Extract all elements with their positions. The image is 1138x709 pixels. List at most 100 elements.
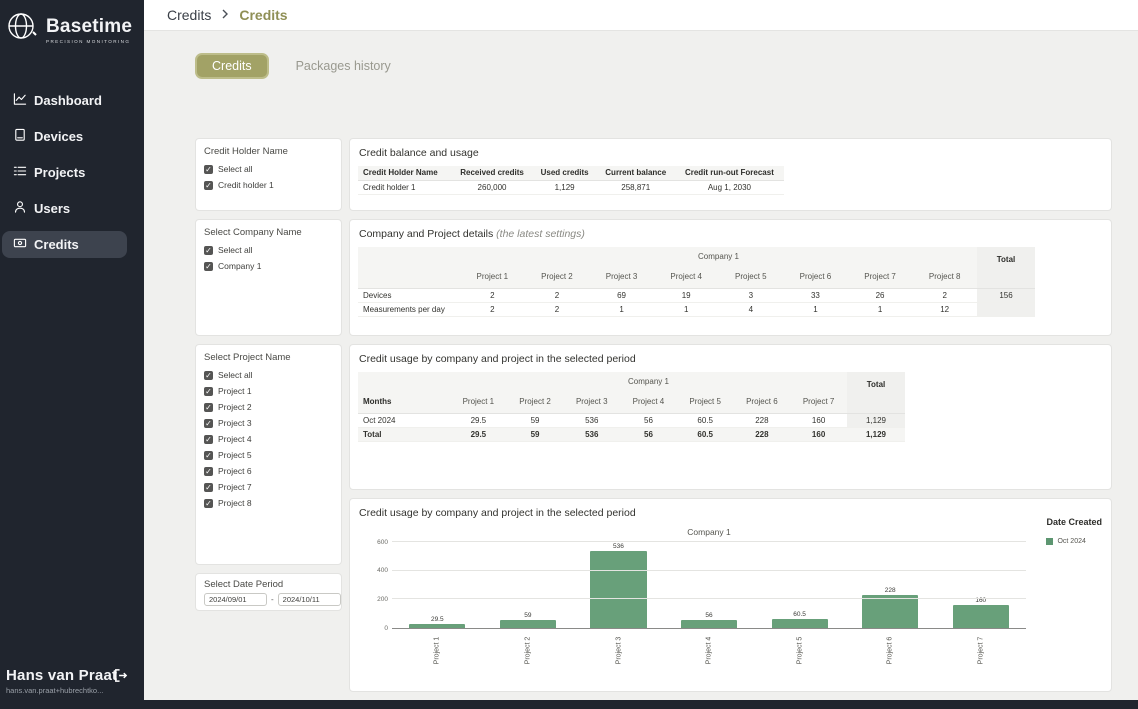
checkbox-checked-icon[interactable]: ✓ <box>204 181 213 190</box>
filter-option[interactable]: ✓Project 3 <box>204 418 333 428</box>
checkbox-label: Project 2 <box>218 402 252 412</box>
checkbox-checked-icon[interactable]: ✓ <box>204 467 213 476</box>
device-icon <box>13 128 27 145</box>
table-cell: 60.5 <box>677 427 734 441</box>
bar <box>772 619 828 628</box>
table-cell: 56 <box>620 427 677 441</box>
table-header: Credit Holder NameReceived creditsUsed c… <box>358 166 784 180</box>
panel-title: Credit balance and usage <box>359 147 1103 159</box>
sidebar-item-label: Devices <box>34 129 83 144</box>
column-header: Project 1 <box>460 266 525 288</box>
checkbox-checked-icon[interactable]: ✓ <box>204 403 213 412</box>
bar <box>590 551 646 628</box>
breadcrumb: Credits Credits <box>144 0 1138 31</box>
checkbox-checked-icon[interactable]: ✓ <box>204 246 213 255</box>
panel-credit-usage-table: Credit usage by company and project in t… <box>349 344 1112 490</box>
panel-title: Credit usage by company and project in t… <box>359 353 1103 365</box>
bar-group: 160 <box>935 597 1026 628</box>
row-label: Oct 2024 <box>358 413 450 427</box>
filter-option[interactable]: ✓ Company 1 <box>204 261 333 271</box>
table-cell: 1 <box>589 302 654 316</box>
credit-usage-table: Company 1TotalMonthsProject 1Project 2Pr… <box>358 372 905 442</box>
bar <box>681 620 737 628</box>
table-header: Company 1TotalProject 1Project 2Project … <box>358 247 1035 288</box>
filter-project: Select Project Name ✓Select all✓Project … <box>195 344 342 565</box>
sidebar-item-users[interactable]: Users <box>2 195 127 222</box>
checkbox-checked-icon[interactable]: ✓ <box>204 451 213 460</box>
filter-option[interactable]: ✓Select all <box>204 164 333 174</box>
x-axis-label: Project 3 <box>573 631 664 683</box>
column-header: Current balance <box>597 166 675 180</box>
total-cell: 156 <box>977 288 1035 302</box>
bar-group: 56 <box>664 612 755 628</box>
bar <box>409 624 465 628</box>
table-cell: 59 <box>507 413 564 427</box>
sidebar-item-credits[interactable]: Credits <box>2 231 127 258</box>
filter-option[interactable]: ✓ Project 1 <box>204 386 333 396</box>
tab-packages-history[interactable]: Packages history <box>296 59 391 73</box>
bar-value-label: 29.5 <box>431 616 444 623</box>
checkbox-label: Project 1 <box>218 386 252 396</box>
filter-option[interactable]: ✓ Credit holder 1 <box>204 180 333 190</box>
checkbox-label: Company 1 <box>218 261 261 271</box>
checkbox-checked-icon[interactable]: ✓ <box>204 499 213 508</box>
sidebar-item-dashboard[interactable]: Dashboard <box>2 87 127 114</box>
column-header: Project 7 <box>848 266 913 288</box>
column-header: Project 3 <box>589 266 654 288</box>
checkbox-checked-icon[interactable]: ✓ <box>204 387 213 396</box>
bar <box>500 620 556 628</box>
row-group-label: Months <box>358 391 450 413</box>
footer-strip <box>0 700 1138 709</box>
sidebar-item-devices[interactable]: Devices <box>2 123 127 150</box>
filter-option[interactable]: ✓ Project 6 <box>204 466 333 476</box>
logout-icon[interactable] <box>113 668 128 688</box>
column-header-row: Project 1Project 2Project 3Project 4Proj… <box>358 266 1035 288</box>
y-axis-tick-label: 0 <box>364 625 388 632</box>
filter-option[interactable]: ✓Project 7 <box>204 482 333 492</box>
table-cell: 228 <box>734 427 791 441</box>
column-header: Project 7 <box>790 391 847 413</box>
filter-option[interactable]: ✓ Project 2 <box>204 402 333 412</box>
filter-option[interactable]: ✓Select all <box>204 245 333 255</box>
bar-group: 59 <box>483 612 574 628</box>
filter-option[interactable]: ✓ Project 5 <box>204 450 333 460</box>
checkbox-label: Credit holder 1 <box>218 180 274 190</box>
company-project-details-table: Company 1TotalProject 1Project 2Project … <box>358 247 1035 317</box>
row-label: Devices <box>358 288 460 302</box>
breadcrumb-root[interactable]: Credits <box>167 7 211 23</box>
checkbox-checked-icon[interactable]: ✓ <box>204 165 213 174</box>
table-cell: 59 <box>507 427 564 441</box>
filter-option[interactable]: ✓Select all <box>204 370 333 380</box>
table-cell: 260,000 <box>451 180 532 194</box>
filter-option[interactable]: ✓Project 8 <box>204 498 333 508</box>
checkbox-checked-icon[interactable]: ✓ <box>204 483 213 492</box>
logo-text: Basetime PRECISION MONITORING <box>46 16 132 44</box>
row-group-label <box>358 266 460 288</box>
date-to-input[interactable] <box>278 593 341 606</box>
filter-title: Select Project Name <box>204 352 333 363</box>
table-cell: 29.5 <box>450 427 507 441</box>
spacer-cell <box>358 372 450 391</box>
banknote-icon <box>13 236 27 253</box>
tab-credits[interactable]: Credits <box>195 53 269 79</box>
table-cell: 160 <box>790 413 847 427</box>
checkbox-checked-icon[interactable]: ✓ <box>204 435 213 444</box>
filter-option[interactable]: ✓Project 4 <box>204 434 333 444</box>
table-cell: 3 <box>719 288 784 302</box>
checkbox-label: Project 6 <box>218 466 252 476</box>
legend-entry: Oct 2024 <box>1046 538 1102 545</box>
credit-balance-table: Credit Holder NameReceived creditsUsed c… <box>358 166 784 195</box>
chart-title: Company 1 <box>392 527 1026 537</box>
table-cell: Aug 1, 2030 <box>675 180 784 194</box>
main-area: Credits Credits Credits Packages history… <box>144 0 1138 709</box>
logo-subtitle: PRECISION MONITORING <box>46 39 132 44</box>
checkbox-checked-icon[interactable]: ✓ <box>204 262 213 271</box>
date-from-input[interactable] <box>204 593 267 606</box>
checkbox-checked-icon[interactable]: ✓ <box>204 371 213 380</box>
sidebar-item-label: Credits <box>34 237 79 252</box>
checkbox-checked-icon[interactable]: ✓ <box>204 419 213 428</box>
x-axis-label: Project 6 <box>845 631 936 683</box>
table-cell: Credit holder 1 <box>358 180 451 194</box>
checkbox-label: Project 5 <box>218 450 252 460</box>
sidebar-item-projects[interactable]: Projects <box>2 159 127 186</box>
